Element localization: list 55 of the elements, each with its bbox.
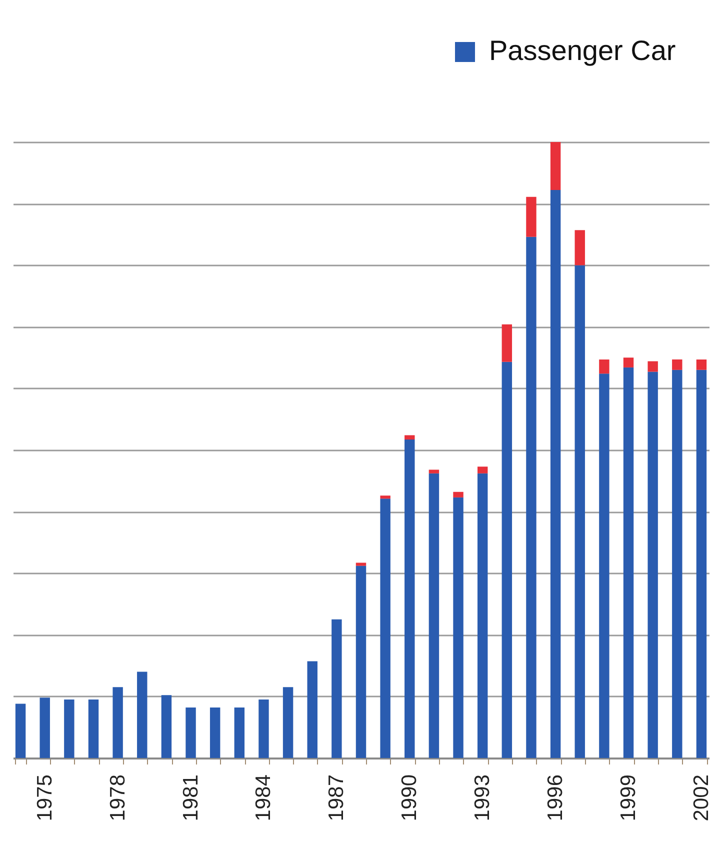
bar (648, 361, 658, 372)
bar (672, 370, 682, 758)
x-tick-label: 1990 (398, 774, 422, 822)
bar (380, 496, 390, 499)
bar (40, 698, 50, 758)
bar (599, 374, 610, 758)
bar (15, 704, 26, 758)
bar (112, 687, 123, 758)
bar (623, 358, 634, 368)
bar (64, 699, 74, 758)
x-tick-label: 1981 (179, 774, 202, 822)
x-tick-label: 1978 (106, 774, 130, 822)
bar (161, 695, 172, 758)
bar (428, 473, 440, 758)
bar (550, 142, 561, 190)
bar (526, 236, 536, 758)
legend-label: Passenger Car (489, 35, 676, 66)
bar (574, 265, 585, 758)
bar (453, 492, 464, 498)
x-tick-label: 2002 (690, 774, 713, 822)
bar (599, 359, 610, 374)
bar (648, 372, 658, 758)
bar (404, 440, 415, 758)
bar (186, 707, 196, 758)
bar (623, 367, 634, 758)
x-tick-label: 1993 (471, 774, 494, 822)
bar (696, 359, 707, 370)
bar (502, 362, 512, 758)
x-tick-label: 1975 (33, 774, 56, 822)
bar (574, 230, 585, 266)
bar (88, 699, 99, 758)
bar (307, 661, 318, 758)
bar (453, 497, 464, 758)
x-tick-label: 1999 (617, 774, 640, 822)
bar (258, 699, 269, 758)
bar (137, 672, 148, 758)
bar (404, 435, 415, 440)
bar (332, 619, 342, 758)
bar (477, 466, 488, 474)
x-tick-label: 1984 (252, 774, 276, 822)
bar (696, 370, 707, 758)
bar (282, 687, 294, 758)
bar (526, 196, 536, 237)
bar (477, 473, 488, 758)
bar (234, 707, 245, 758)
bar (550, 190, 561, 758)
bar (380, 498, 390, 758)
bar (428, 470, 440, 474)
bar (502, 324, 512, 362)
bar (672, 359, 682, 370)
bar (356, 566, 366, 758)
bar (210, 707, 220, 758)
x-tick-label: 1996 (544, 774, 568, 822)
x-tick-label: 1987 (325, 774, 348, 822)
bar (356, 562, 366, 566)
